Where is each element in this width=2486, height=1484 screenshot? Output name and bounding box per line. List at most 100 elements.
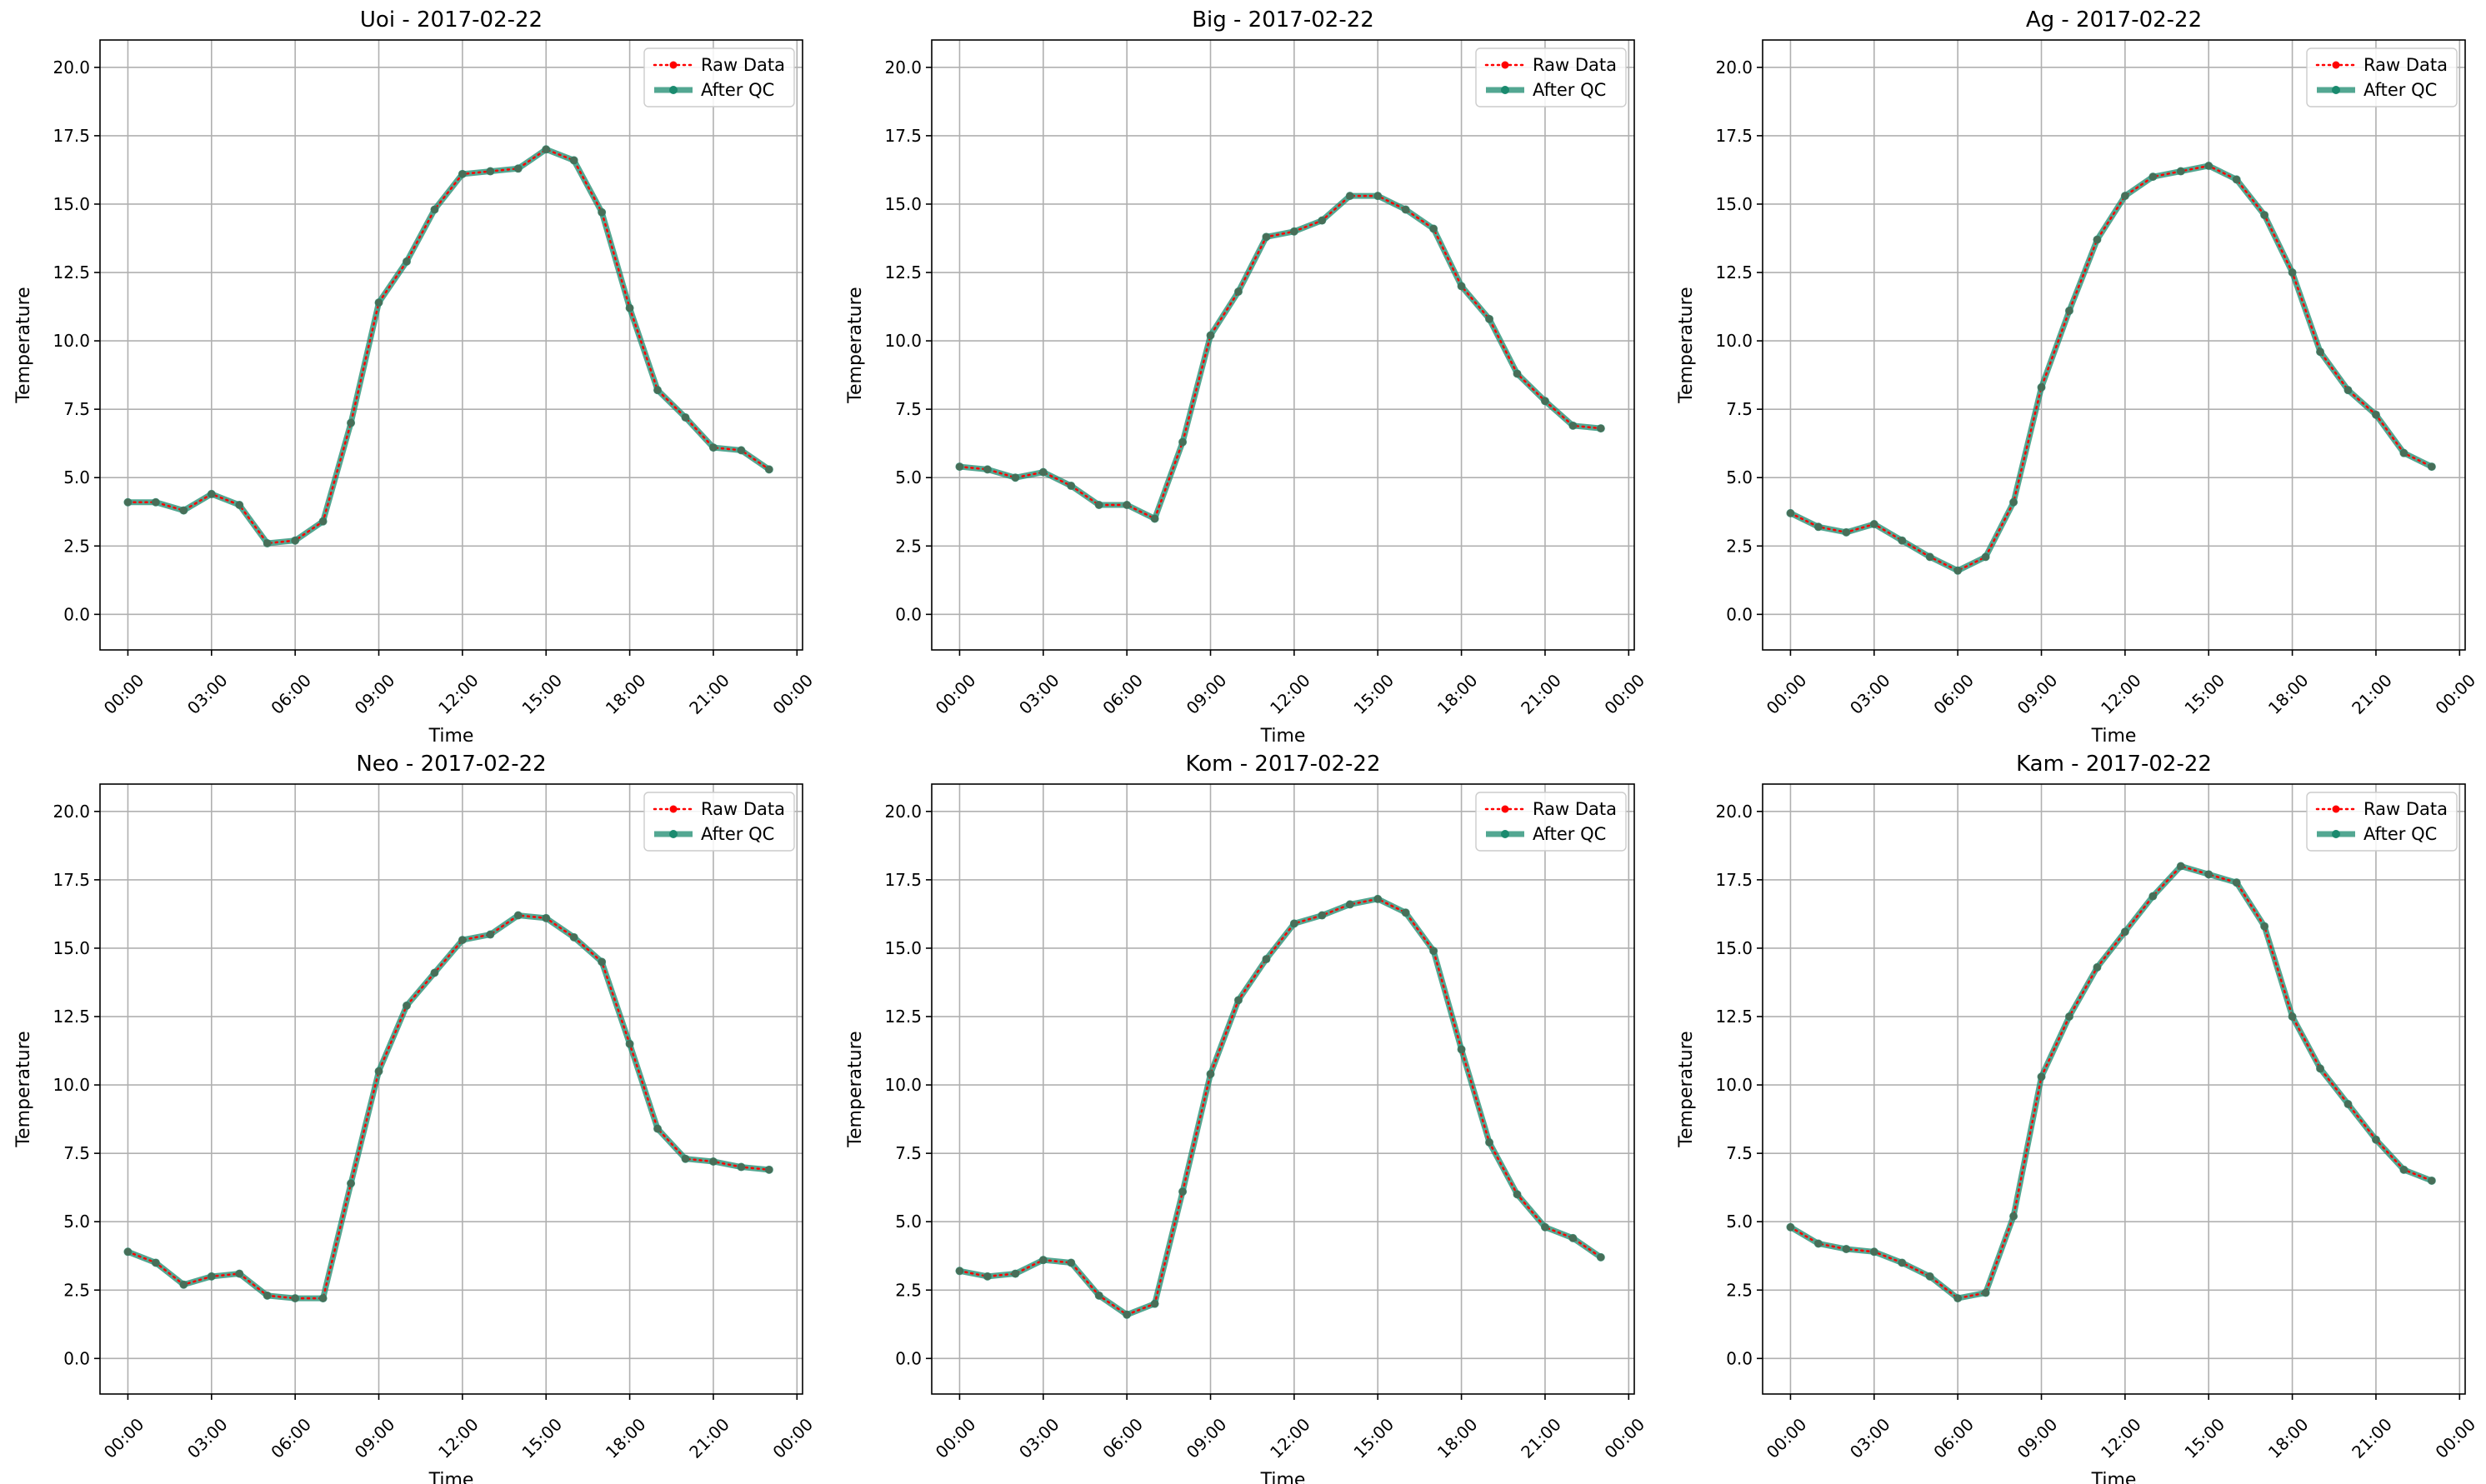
x-axis-label: Time <box>428 726 474 747</box>
data-point-after-qc <box>2316 1064 2325 1073</box>
data-point-after-qc <box>2064 1012 2073 1022</box>
legend-marker-after-qc <box>1501 86 1509 94</box>
y-tick-label: 15.0 <box>53 194 90 214</box>
chart-2: 0.0 2.5 5.0 7.5 10.0 12.5 15.0 17.5 20.0 00:00 03:… <box>1676 7 2479 747</box>
data-point-after-qc <box>347 418 356 427</box>
data-point-after-qc <box>1206 331 1215 340</box>
plot-frame <box>99 783 803 1395</box>
data-point-after-qc <box>1150 514 1159 523</box>
data-point-after-qc <box>2204 870 2213 879</box>
x-tick-label: 18:00 <box>1433 670 1482 718</box>
y-tick-label: 7.5 <box>63 399 90 419</box>
data-point-after-qc <box>430 968 439 977</box>
series-line-after-qc <box>128 146 771 547</box>
y-tick-label: 12.5 <box>53 262 90 282</box>
legend-marker-after-qc <box>669 86 678 94</box>
data-point-after-qc <box>2064 306 2073 315</box>
x-tick-label: 09:00 <box>351 670 399 718</box>
data-point-after-qc <box>2288 268 2297 277</box>
y-tick-label: 17.5 <box>53 870 90 890</box>
x-tick-label: 03:00 <box>1015 1414 1063 1462</box>
y-tick-label: 5.0 <box>895 1212 922 1232</box>
data-point-after-qc <box>764 465 773 474</box>
data-point-after-qc <box>1373 192 1383 201</box>
y-tick-label: 20.0 <box>53 802 90 822</box>
y-tick-label: 12.5 <box>1715 262 1753 282</box>
x-axis-label: Time <box>2091 1470 2137 1484</box>
data-point-after-qc <box>2093 962 2102 972</box>
y-tick-label: 15.0 <box>1715 938 1753 958</box>
data-point-after-qc <box>1898 1258 1907 1267</box>
data-point-after-qc <box>1094 501 1103 510</box>
data-point-after-qc <box>983 465 992 474</box>
y-tick-label: 20.0 <box>53 57 90 77</box>
x-axis-label: Time <box>1260 1470 1306 1484</box>
x-tick-label: 12:00 <box>434 670 483 718</box>
data-point-after-qc <box>1485 1138 1494 1147</box>
x-tick-label: 00:00 <box>2431 670 2479 718</box>
y-tick-label: 0.0 <box>895 1348 922 1368</box>
data-point-after-qc <box>1123 501 1132 510</box>
data-point-after-qc <box>1233 287 1243 296</box>
y-axis-label: Temperature <box>845 287 866 403</box>
legend: Raw Data After QC <box>2306 792 2458 852</box>
legend-marker-after-qc <box>1501 830 1509 838</box>
data-point-after-qc <box>1786 1222 1795 1232</box>
legend: Raw Data After QC <box>1475 47 1627 107</box>
x-tick-label: 09:00 <box>1183 1414 1231 1462</box>
data-point-after-qc <box>625 303 634 312</box>
y-tick-label: 20.0 <box>1715 57 1753 77</box>
x-tick-label: 18:00 <box>602 1414 650 1462</box>
data-point-after-qc <box>1596 1252 1605 1262</box>
data-point-after-qc <box>542 145 551 154</box>
data-point-after-qc <box>2399 448 2408 457</box>
data-point-after-qc <box>2093 235 2102 244</box>
legend-label-after-qc: After QC <box>1533 80 1606 100</box>
x-tick-label: 00:00 <box>932 670 980 718</box>
y-tick-label: 15.0 <box>884 194 922 214</box>
y-tick-label: 0.0 <box>1726 604 1753 624</box>
data-point-after-qc <box>955 1267 964 1276</box>
y-tick-label: 2.5 <box>895 1280 922 1300</box>
x-tick-label: 00:00 <box>1600 1414 1648 1462</box>
legend-label-raw-data: Raw Data <box>701 799 785 819</box>
data-point-after-qc <box>2148 172 2158 182</box>
x-tick-label: 18:00 <box>2264 670 2313 718</box>
x-tick-label: 15:00 <box>2180 670 2228 718</box>
data-point-after-qc <box>2176 167 2185 176</box>
data-point-after-qc <box>2176 862 2185 871</box>
data-point-after-qc <box>1813 522 1823 532</box>
data-point-after-qc <box>2427 462 2436 472</box>
data-point-after-qc <box>1262 232 1271 242</box>
x-tick-label: 15:00 <box>518 670 566 718</box>
y-tick-label: 15.0 <box>53 938 90 958</box>
x-tick-label: 03:00 <box>183 1414 232 1462</box>
data-point-after-qc <box>2343 1100 2353 1109</box>
data-point-after-qc <box>207 489 216 498</box>
data-point-after-qc <box>1981 552 1990 562</box>
y-tick-label: 0.0 <box>1726 1348 1753 1368</box>
data-point-after-qc <box>2232 175 2241 184</box>
plot-frame <box>931 39 1635 651</box>
x-tick-label: 21:00 <box>1517 670 1565 718</box>
data-point-after-qc <box>486 930 495 939</box>
data-point-after-qc <box>1318 911 1327 920</box>
x-tick-label: 00:00 <box>768 670 817 718</box>
data-point-after-qc <box>2037 1072 2046 1082</box>
data-point-after-qc <box>1540 1222 1549 1232</box>
data-point-after-qc <box>235 501 244 510</box>
legend-label-after-qc: After QC <box>2363 824 2437 844</box>
y-tick-label: 7.5 <box>895 399 922 419</box>
legend: Raw Data After QC <box>2306 47 2458 107</box>
chart-5: 0.0 2.5 5.0 7.5 10.0 12.5 15.0 17.5 20.0 00:00 03:… <box>1676 752 2479 1484</box>
data-point-after-qc <box>1513 1190 1522 1199</box>
legend-label-raw-data: Raw Data <box>1533 799 1617 819</box>
series-line-after-qc <box>127 912 770 1302</box>
legend-label-raw-data: Raw Data <box>2363 55 2448 75</box>
x-tick-label: 09:00 <box>351 1414 399 1462</box>
data-point-after-qc <box>1011 473 1020 482</box>
y-tick-label: 5.0 <box>1726 467 1753 487</box>
data-point-after-qc <box>764 1165 773 1174</box>
data-point-after-qc <box>1981 1288 1990 1297</box>
y-axis-label: Temperature <box>13 1031 34 1147</box>
